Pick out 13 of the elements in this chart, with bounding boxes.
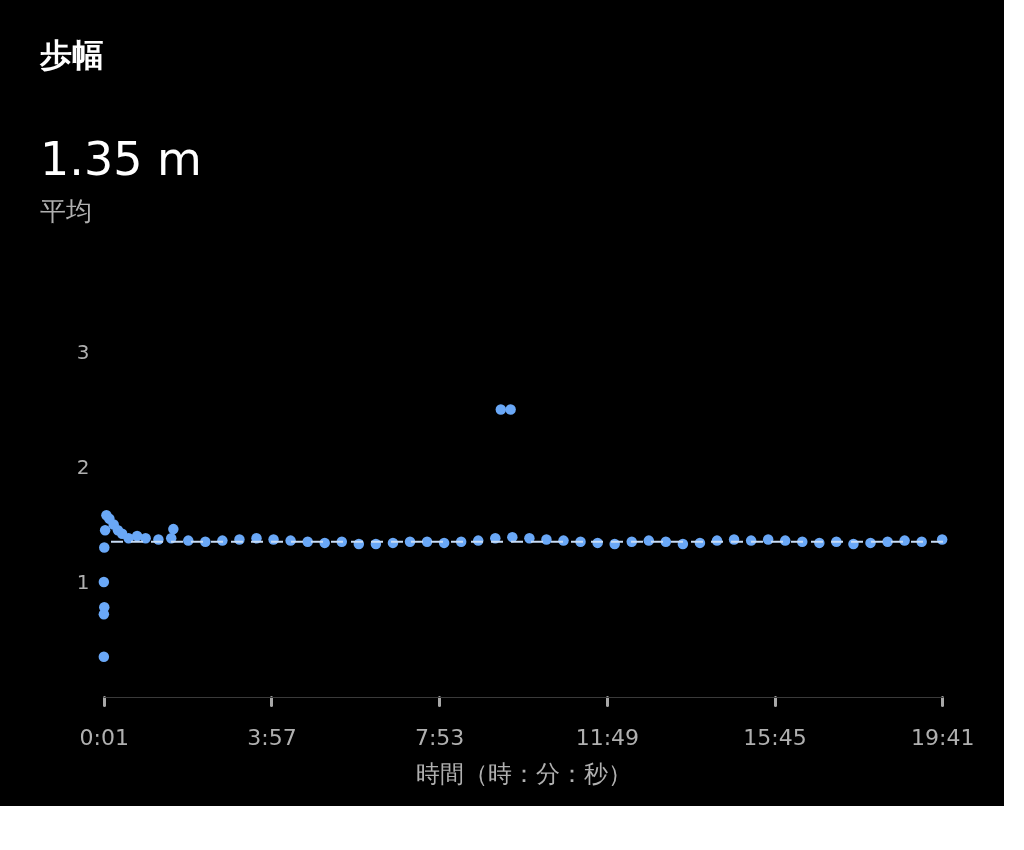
chart-subtitle: 1.35 m [40,132,202,186]
x-tick-label: 3:57 [247,724,297,750]
x-axis-title: 時間（時：分：秒） [415,759,632,788]
x-tick-label: 7:53 [414,724,465,750]
chart-title: 歩幅 [39,36,104,74]
text: 平均 [40,196,92,226]
x-tick-label: 11:49 [575,724,640,750]
x-tick-label: 0:01 [79,724,129,750]
y-tick-label: 1 [76,569,90,594]
y-tick-label: 2 [76,454,90,479]
x-tick-label: 19:41 [911,724,975,750]
y-tick-label: 3 [76,339,90,364]
x-tick-label: 15:45 [743,724,807,750]
